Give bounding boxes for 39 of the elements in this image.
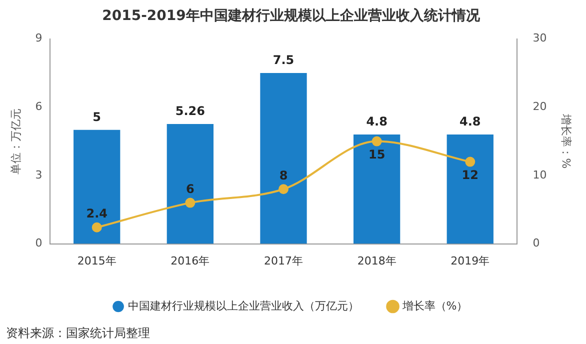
- bar: [260, 72, 307, 244]
- bar: [353, 134, 400, 244]
- legend-label: 增长率（%）: [401, 299, 468, 312]
- data-label: 4.8: [366, 114, 388, 129]
- y-tick-label: 6: [35, 100, 42, 113]
- data-label: 4.8: [460, 114, 481, 129]
- bar: [446, 134, 494, 244]
- y-tick-label: 9: [35, 32, 42, 45]
- data-label: 5.26: [175, 104, 205, 118]
- data-label: 12: [462, 168, 478, 182]
- point: [278, 184, 288, 194]
- y2-tick-label: 0: [532, 236, 540, 250]
- chart-title: 2015-2019年中国建材行业规模以上企业营业收入统计情况: [102, 7, 481, 24]
- point: [185, 198, 196, 208]
- data-label: 2.4: [86, 206, 108, 221]
- y2-tick-label: 20: [532, 100, 547, 113]
- data-label: 15: [368, 147, 386, 162]
- y2-axis-title: 增长率：%: [560, 113, 573, 169]
- data-label: 8: [279, 168, 288, 182]
- point: [372, 136, 382, 146]
- y-tick-label: 0: [35, 236, 42, 250]
- data-label: 5: [92, 110, 102, 124]
- y2-tick-label: 10: [532, 168, 547, 182]
- y-tick-label: 3: [35, 168, 42, 182]
- x-tick-label: 2016年: [170, 254, 210, 268]
- y-axis-title: 单位：万亿元: [9, 108, 22, 174]
- text: 资料来源：国家统计局整理: [6, 326, 150, 340]
- legend-label: 中国建材行业规模以上企业营业收入（万亿元）: [128, 299, 359, 312]
- data-label: 7.5: [272, 53, 294, 68]
- x-tick-label: 2017年: [264, 254, 303, 268]
- data-label: 6: [186, 182, 194, 196]
- point: [465, 156, 476, 167]
- x-tick-label: 2019年: [450, 254, 490, 268]
- y2-tick-label: 30: [532, 32, 547, 45]
- point: [92, 222, 102, 232]
- x-tick-label: 2018年: [357, 254, 396, 268]
- bar: [166, 124, 214, 244]
- x-tick-label: 2015年: [77, 254, 116, 268]
- bar: [74, 130, 120, 244]
